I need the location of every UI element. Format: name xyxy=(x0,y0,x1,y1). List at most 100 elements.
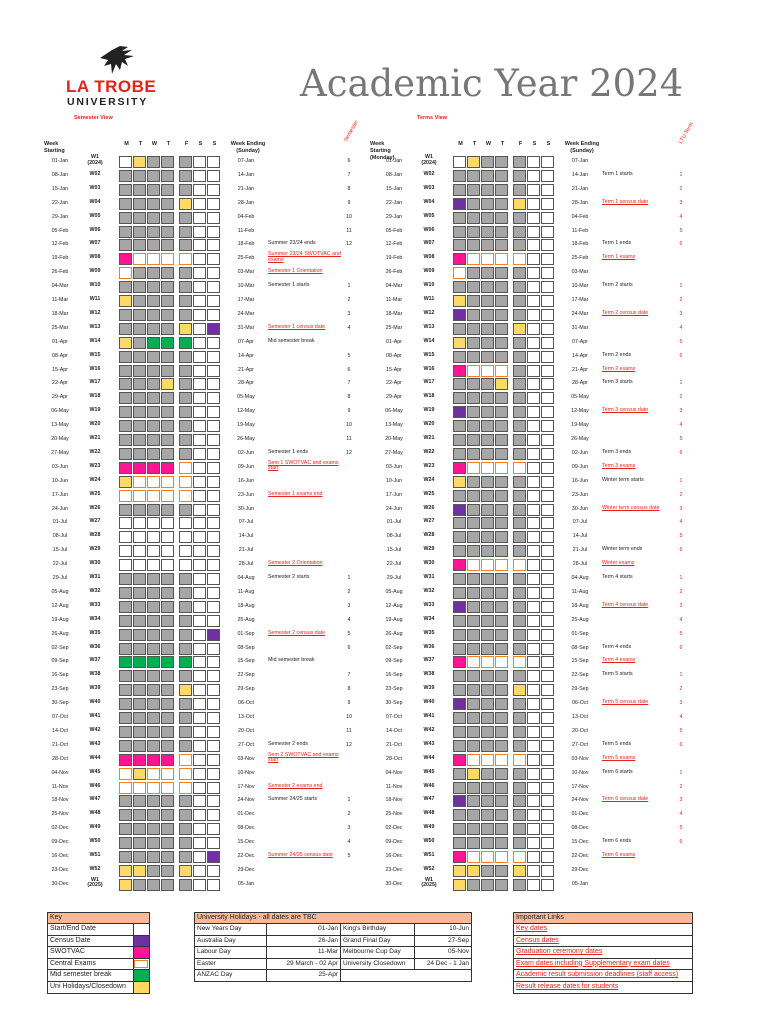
term-week-row: 11-Nov W46 17-Nov 2 xyxy=(0,781,768,795)
day-cell xyxy=(513,225,526,238)
sem-week-end-date: 14-Jul xyxy=(238,533,254,540)
important-link[interactable]: Exam dates including Supplementary exam … xyxy=(516,959,670,967)
sem-week-number: W29 xyxy=(89,546,101,553)
sem-week-end-date: 17-Mar xyxy=(237,297,255,303)
sem-event-label[interactable]: Semester 1 census date xyxy=(268,323,326,330)
term-event-label[interactable]: Winter exams xyxy=(602,560,635,567)
day-cell xyxy=(207,295,220,307)
day-cell xyxy=(207,684,220,697)
term-week-number: W42 xyxy=(423,726,435,733)
day-cell xyxy=(147,517,160,530)
day-cell xyxy=(133,864,146,877)
day-cell xyxy=(481,725,494,738)
term-week-end-date: 24-Nov xyxy=(571,797,589,804)
term-event-label[interactable]: Term 2 exams xyxy=(602,365,636,372)
day-cell xyxy=(179,503,192,516)
link-row: Census dates xyxy=(514,936,692,948)
day-cell xyxy=(161,656,174,669)
day-cell xyxy=(467,378,480,391)
sem-event-label[interactable]: Semester 2 Orientation xyxy=(268,560,323,567)
day-cell xyxy=(147,239,160,252)
term-event-label[interactable]: Term 5 census date xyxy=(602,699,649,706)
sem-week-row: 06-May W19 12-May 9 xyxy=(0,405,768,419)
sem-week-start-date: 16-Dec xyxy=(51,853,69,859)
sem-event-label[interactable]: Semester 1 Orientation xyxy=(268,268,323,275)
important-link[interactable]: Result release dates for students xyxy=(516,982,619,990)
day-cell xyxy=(119,364,132,377)
term-event-label[interactable]: Term 2 census date xyxy=(602,309,649,316)
day-cell xyxy=(467,461,480,474)
important-link[interactable]: Key dates xyxy=(516,925,548,932)
term-event-label[interactable]: Term 6 exams xyxy=(602,852,636,858)
term-week-row: 22-Jul W30 28-Jul Winter exams xyxy=(0,558,768,572)
term-week-number: W33 xyxy=(423,601,435,608)
important-link[interactable]: Census dates xyxy=(516,936,559,944)
sem-event-label[interactable]: Semester 2 exams end xyxy=(268,782,323,789)
important-link[interactable]: Graduation ceremony dates xyxy=(516,948,603,956)
term-week-start-date: 30-Sep xyxy=(385,700,403,707)
sem-event-label[interactable]: Semester 1 exams end xyxy=(268,490,323,497)
term-event-label[interactable]: Term 6 census date xyxy=(602,796,649,803)
term-week-start-date: 04-Nov xyxy=(385,769,403,776)
term-week-end-date: 29-Sep xyxy=(571,686,589,693)
day-cell xyxy=(541,197,554,210)
day-cell xyxy=(541,503,554,516)
term-week-end-date: 24-Mar xyxy=(571,310,589,317)
sem-week-number: W20 xyxy=(89,421,101,428)
day-cell xyxy=(467,503,480,516)
day-cell xyxy=(119,823,132,836)
day-cell xyxy=(119,336,132,349)
term-event-label[interactable]: Term 4 census date xyxy=(602,601,649,608)
term-event-label[interactable]: Term 3 exams xyxy=(602,462,636,469)
day-cell xyxy=(541,753,554,766)
day-cell xyxy=(119,739,132,752)
sem-week-start-date: 29-Jul xyxy=(52,575,68,581)
key-row: Central Exams xyxy=(48,958,149,971)
day-cell xyxy=(147,628,160,641)
term-period-number: 3 xyxy=(679,700,683,707)
important-link[interactable]: Academic result submission deadlines (st… xyxy=(516,971,679,979)
day-cell xyxy=(541,461,554,474)
day-cell xyxy=(467,614,480,627)
term-week-row: 29-Jul W31 04-Aug Term 4 starts 1 xyxy=(0,572,768,586)
term-event-label[interactable]: Term 3 census date xyxy=(602,407,649,414)
term-week-end-date: 10-Nov xyxy=(571,769,589,776)
term-week-start-date: 08-Jan xyxy=(385,171,403,178)
day-cell xyxy=(467,795,480,808)
sem-week-row: 12-Feb W07 18-Feb Summer 23/24 ends 12 xyxy=(0,238,768,252)
term-week-start-date: 25-Nov xyxy=(385,811,403,818)
sem-week-end-date: 02-Jun xyxy=(237,449,255,456)
sem-event-label[interactable]: Summer 24/25 census date xyxy=(268,852,333,858)
sem-event-label[interactable]: Sem 2 SWOTVAC and exams start xyxy=(268,751,339,764)
term-period-number: 5 xyxy=(679,825,683,832)
sem-period-number: 3 xyxy=(347,825,351,832)
term-week-row: 17-Jun W25 23-Jun 2 xyxy=(0,489,768,503)
sem-event-label[interactable]: Sem 1 SWOTVAC and exams start xyxy=(268,459,339,472)
day-cell xyxy=(119,531,132,544)
day-cell xyxy=(481,239,494,252)
term-event-label[interactable]: Term 5 exams xyxy=(602,754,636,761)
term-event-label[interactable]: Winter term census date xyxy=(602,504,660,511)
day-cell xyxy=(453,225,466,238)
day-cell xyxy=(513,183,526,196)
term-week-start-date: 11-Mar xyxy=(385,297,403,303)
day-cell xyxy=(161,573,174,585)
day-cell xyxy=(119,489,132,502)
day-cell xyxy=(527,308,540,321)
term-event-label[interactable]: Term 1 exams xyxy=(602,254,636,261)
holiday-row: Easter 29 March - 02 Apr University Closed… xyxy=(195,958,471,971)
term-week-number: W19 xyxy=(423,407,435,414)
day-cell xyxy=(453,461,466,474)
sem-event-label[interactable]: Semester 2 census date xyxy=(268,629,326,636)
day-cell xyxy=(207,406,220,419)
sem-week-start-date: 19-Aug xyxy=(51,616,69,623)
term-week-number: W47 xyxy=(423,796,435,803)
term-event-label[interactable]: Term 1 census date xyxy=(602,198,649,205)
term-event-label[interactable]: Term 4 exams xyxy=(602,657,636,664)
day-cell xyxy=(495,614,508,627)
day-cell xyxy=(119,350,132,363)
term-week-end-date: 27-Oct xyxy=(572,741,588,748)
day-cell xyxy=(147,837,160,850)
sem-event-label[interactable]: Summer 23/24 SWOTVAC and exams xyxy=(268,251,341,263)
term-period-number: 4 xyxy=(679,811,683,818)
